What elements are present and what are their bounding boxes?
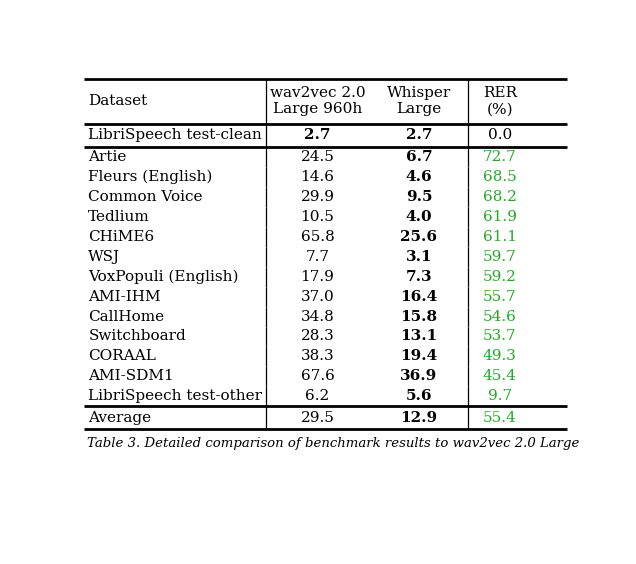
Text: Artie: Artie: [88, 149, 127, 164]
Text: AMI-SDM1: AMI-SDM1: [88, 369, 174, 384]
Text: 45.4: 45.4: [483, 369, 517, 384]
Text: 2.7: 2.7: [406, 129, 432, 143]
Text: Switchboard: Switchboard: [88, 329, 186, 343]
Text: Average: Average: [88, 411, 151, 425]
Text: 4.6: 4.6: [406, 170, 432, 184]
Text: Common Voice: Common Voice: [88, 190, 203, 204]
Text: 29.9: 29.9: [300, 190, 335, 204]
Text: 55.7: 55.7: [483, 289, 516, 303]
Text: 65.8: 65.8: [301, 230, 335, 244]
Text: Fleurs (English): Fleurs (English): [88, 170, 212, 184]
Text: 53.7: 53.7: [483, 329, 516, 343]
Text: 6.2: 6.2: [305, 389, 329, 403]
Text: 5.6: 5.6: [406, 389, 432, 403]
Text: wav2vec 2.0
Large 960h: wav2vec 2.0 Large 960h: [270, 86, 365, 116]
Text: LibriSpeech test-clean: LibriSpeech test-clean: [88, 129, 262, 143]
Text: 25.6: 25.6: [401, 230, 438, 244]
Text: 9.5: 9.5: [406, 190, 432, 204]
Text: Table 3. Detailed comparison of benchmark results to wav2vec 2.0 Large: Table 3. Detailed comparison of benchmar…: [87, 437, 579, 450]
Text: 4.0: 4.0: [406, 210, 432, 224]
Text: 10.5: 10.5: [301, 210, 335, 224]
Text: LibriSpeech test-other: LibriSpeech test-other: [88, 389, 262, 403]
Text: 7.3: 7.3: [406, 270, 432, 284]
Text: 59.2: 59.2: [483, 270, 517, 284]
Text: 68.5: 68.5: [483, 170, 516, 184]
Text: 9.7: 9.7: [488, 389, 512, 403]
Text: 49.3: 49.3: [483, 350, 517, 363]
Text: CallHome: CallHome: [88, 310, 165, 324]
Text: 67.6: 67.6: [301, 369, 335, 384]
Text: 15.8: 15.8: [401, 310, 438, 324]
Text: 72.7: 72.7: [483, 149, 516, 164]
Text: 38.3: 38.3: [301, 350, 335, 363]
Text: 19.4: 19.4: [400, 350, 438, 363]
Text: Whisper
Large: Whisper Large: [387, 86, 451, 116]
Text: Tedlium: Tedlium: [88, 210, 150, 224]
Text: 2.7: 2.7: [304, 129, 331, 143]
Text: 17.9: 17.9: [301, 270, 335, 284]
Text: WSJ: WSJ: [88, 250, 120, 263]
Text: 12.9: 12.9: [401, 411, 438, 425]
Text: VoxPopuli (English): VoxPopuli (English): [88, 270, 238, 284]
Text: 14.6: 14.6: [300, 170, 335, 184]
Text: 16.4: 16.4: [400, 289, 438, 303]
Text: RER
(%): RER (%): [483, 86, 517, 116]
Text: 68.2: 68.2: [483, 190, 517, 204]
Text: 0.0: 0.0: [488, 129, 512, 143]
Text: AMI-IHM: AMI-IHM: [88, 289, 161, 303]
Text: 37.0: 37.0: [301, 289, 335, 303]
Text: 61.9: 61.9: [483, 210, 517, 224]
Text: 6.7: 6.7: [406, 149, 432, 164]
Text: 34.8: 34.8: [301, 310, 335, 324]
Text: Dataset: Dataset: [88, 94, 148, 108]
Text: 55.4: 55.4: [483, 411, 516, 425]
Text: 28.3: 28.3: [301, 329, 335, 343]
Text: 54.6: 54.6: [483, 310, 517, 324]
Text: CHiME6: CHiME6: [88, 230, 155, 244]
Text: 59.7: 59.7: [483, 250, 516, 263]
Text: 29.5: 29.5: [301, 411, 335, 425]
Text: 61.1: 61.1: [483, 230, 517, 244]
Text: 24.5: 24.5: [301, 149, 335, 164]
Text: CORAAL: CORAAL: [88, 350, 156, 363]
Text: 36.9: 36.9: [400, 369, 438, 384]
Text: 3.1: 3.1: [406, 250, 432, 263]
Text: 7.7: 7.7: [305, 250, 329, 263]
Text: 13.1: 13.1: [400, 329, 438, 343]
